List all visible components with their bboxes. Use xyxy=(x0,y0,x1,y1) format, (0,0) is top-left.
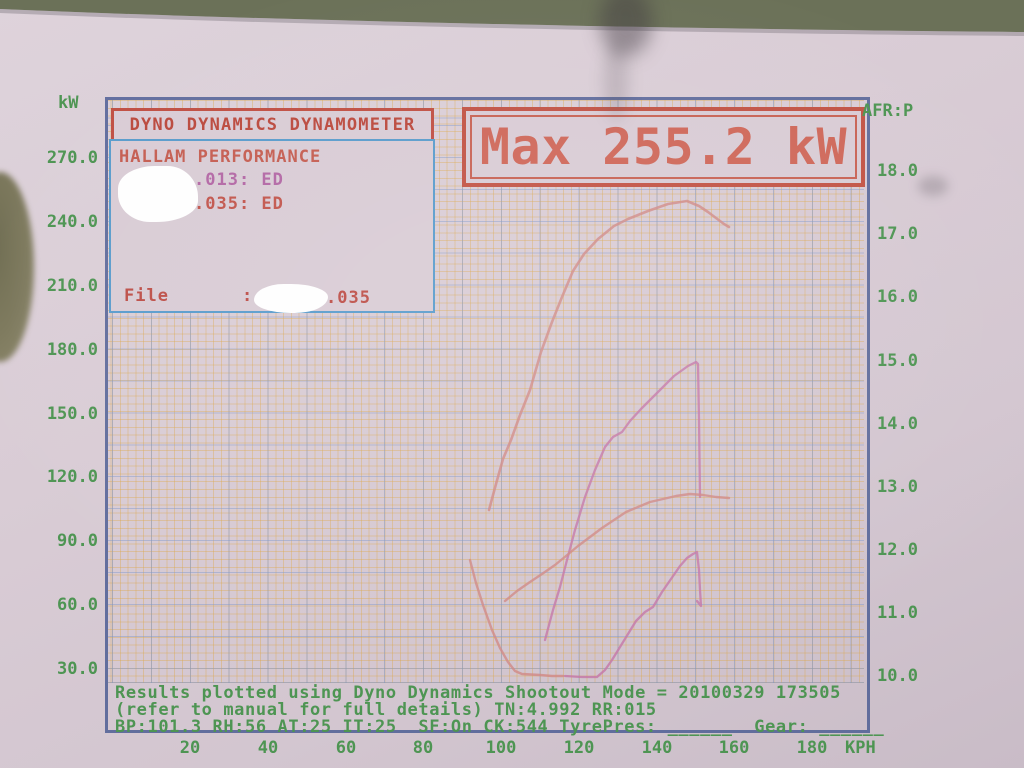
left-axis-tick: 210.0 xyxy=(46,276,98,296)
right-axis-tick: 18.0 xyxy=(877,161,918,181)
bottom-axis-tick: 160 xyxy=(718,738,750,758)
left-axis-tick: 150.0 xyxy=(46,404,98,424)
bottom-axis-tick: 140 xyxy=(641,738,673,758)
file-label: File xyxy=(124,286,169,306)
whiteout-patch-file xyxy=(254,284,328,313)
max-power-value: Max 255.2 kW xyxy=(479,118,848,176)
right-axis-tick: 17.0 xyxy=(877,224,918,244)
max-power-box: Max 255.2 kW xyxy=(462,107,865,187)
bottom-axis-tick: 100 xyxy=(485,738,517,758)
bottom-axis-tick: 120 xyxy=(563,738,595,758)
brand-title-box: DYNO DYNAMICS DYNAMOMETER xyxy=(111,108,434,142)
footer-line3: BP:101.3 RH:56 AT:25 IT:25 SF:On CK:544 … xyxy=(115,717,885,737)
chart-frame xyxy=(105,97,870,733)
legend-run2-label: .035: ED xyxy=(194,194,284,214)
left-axis-tick: 60.0 xyxy=(57,595,98,615)
bottom-axis-tick: 40 xyxy=(257,738,279,758)
footer-line1: Results plotted using Dyno Dynamics Shoo… xyxy=(115,683,841,703)
right-axis-tick: 15.0 xyxy=(877,351,918,371)
shadow-smudge xyxy=(603,40,629,120)
left-axis-tick: 240.0 xyxy=(46,212,98,232)
file-value-suffix: .035 xyxy=(326,288,371,308)
bottom-axis-tick: 60 xyxy=(335,738,357,758)
left-axis-tick: 270.0 xyxy=(46,148,98,168)
footer-line2: (refer to manual for full details) TN:4.… xyxy=(115,700,657,720)
bottom-axis-tick: 80 xyxy=(412,738,434,758)
shadow-smudge xyxy=(600,0,652,56)
brand-title: DYNO DYNAMICS DYNAMOMETER xyxy=(129,115,416,135)
legend-box: HALLAM PERFORMANCE .013: ED .035: ED Fil… xyxy=(109,139,435,313)
left-axis-title: kW xyxy=(58,93,79,113)
max-power-inner-border: Max 255.2 kW xyxy=(470,115,857,179)
right-axis-tick: 13.0 xyxy=(877,477,918,497)
legend-run1-label: .013: ED xyxy=(194,170,284,190)
shadow-smudge xyxy=(918,176,948,196)
left-axis-tick: 180.0 xyxy=(46,340,98,360)
bottom-axis-unit: KPH xyxy=(845,738,876,758)
left-axis-tick: 30.0 xyxy=(57,659,98,679)
right-axis-tick: 11.0 xyxy=(877,603,918,623)
right-axis-title: AFR:P xyxy=(862,101,914,121)
right-axis-tick: 14.0 xyxy=(877,414,918,434)
right-axis-tick: 12.0 xyxy=(877,540,918,560)
file-colon: : xyxy=(242,286,253,306)
bottom-axis-tick: 180 xyxy=(796,738,828,758)
legend-shop-name: HALLAM PERFORMANCE xyxy=(119,147,322,167)
bottom-axis-tick: 20 xyxy=(179,738,201,758)
right-axis-tick: 16.0 xyxy=(877,287,918,307)
right-axis-tick: 10.0 xyxy=(877,666,918,686)
left-axis-tick: 120.0 xyxy=(46,467,98,487)
whiteout-patch xyxy=(118,166,198,222)
left-axis-tick: 90.0 xyxy=(57,531,98,551)
